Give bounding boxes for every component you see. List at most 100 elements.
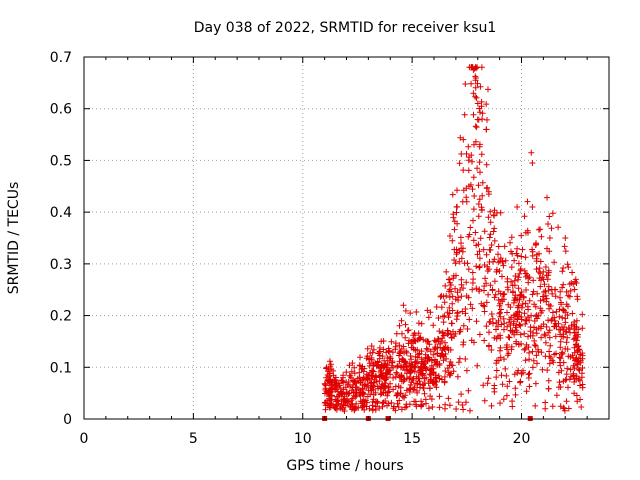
data-point [475,116,482,123]
data-point [470,206,477,213]
data-point [385,345,392,352]
data-point [422,396,429,403]
data-point [545,287,552,294]
data-point [564,334,571,341]
y-tick-label: 0.4 [50,205,72,221]
data-point [421,363,428,370]
data-point [387,353,394,360]
data-point [386,388,393,395]
data-point [323,364,330,371]
data-point [493,367,500,374]
data-point [418,320,425,327]
data-point [495,297,502,303]
data-point [543,323,550,330]
data-point [526,317,533,324]
data-point [497,209,504,216]
data-point [357,379,364,385]
data-point [566,281,573,288]
data-point [421,375,428,382]
data-point [507,322,514,329]
data-point [523,388,530,395]
data-point [462,306,469,312]
data-point [370,346,377,353]
data-point [516,270,523,277]
data-point [441,379,448,386]
data-point [394,400,401,407]
data-point [480,302,487,309]
data-point [451,257,458,263]
data-point [409,377,416,383]
data-point [428,362,435,369]
data-point [533,258,540,265]
data-point [542,405,549,412]
data-point [507,304,514,311]
data-point [446,294,453,301]
data-point [518,232,525,239]
data-point [403,348,410,355]
data-point [364,399,370,406]
y-tick-label: 0.1 [50,360,72,376]
data-point [475,182,482,189]
data-point [463,198,470,205]
data-point [376,349,383,355]
data-point [407,364,414,371]
data-point [374,383,381,390]
data-point [563,339,570,346]
data-point [444,344,451,351]
data-point [495,323,501,330]
data-point [372,389,379,396]
data-point [364,353,371,360]
data-point [384,389,391,396]
data-point [351,405,358,411]
data-point [355,386,362,393]
x-tick-labels: 0 5 10 15 20 [80,431,531,447]
data-point [529,291,536,298]
data-point [536,275,543,282]
data-point [539,293,546,300]
data-point [491,225,498,232]
data-point [441,346,448,352]
data-point [503,392,510,399]
data-point [559,284,566,291]
data-point [519,301,526,307]
data-point [511,371,518,378]
data-point [567,287,574,294]
data-point [472,93,479,100]
data-point [520,294,527,301]
data-point [502,365,509,372]
data-point [412,347,419,354]
data-point [477,83,484,90]
data-point [512,391,519,398]
data-point [508,234,515,241]
data-point [423,367,430,374]
data-point [371,376,378,383]
data-point [442,282,449,289]
data-point [470,217,476,224]
data-point [500,396,507,403]
data-point [380,364,387,371]
data-point [434,350,441,357]
data-point [344,399,351,406]
data-point [334,397,341,404]
data-point [504,284,511,291]
data-point [356,369,363,376]
data-point [336,382,343,389]
data-point [384,392,391,399]
data-point [514,204,521,210]
data-point [532,402,539,409]
data-point [571,319,578,325]
data-point [377,391,384,398]
data-point [479,116,486,123]
data-point [520,369,526,376]
data-point [476,255,483,262]
data-point [353,400,360,407]
data-point [549,403,556,410]
data-point [378,338,385,345]
data-point [469,305,476,312]
data-point [561,405,568,412]
data-point [561,243,568,250]
data-point [322,381,328,388]
data-point [473,285,480,292]
data-point [455,399,462,406]
data-point [469,269,476,276]
